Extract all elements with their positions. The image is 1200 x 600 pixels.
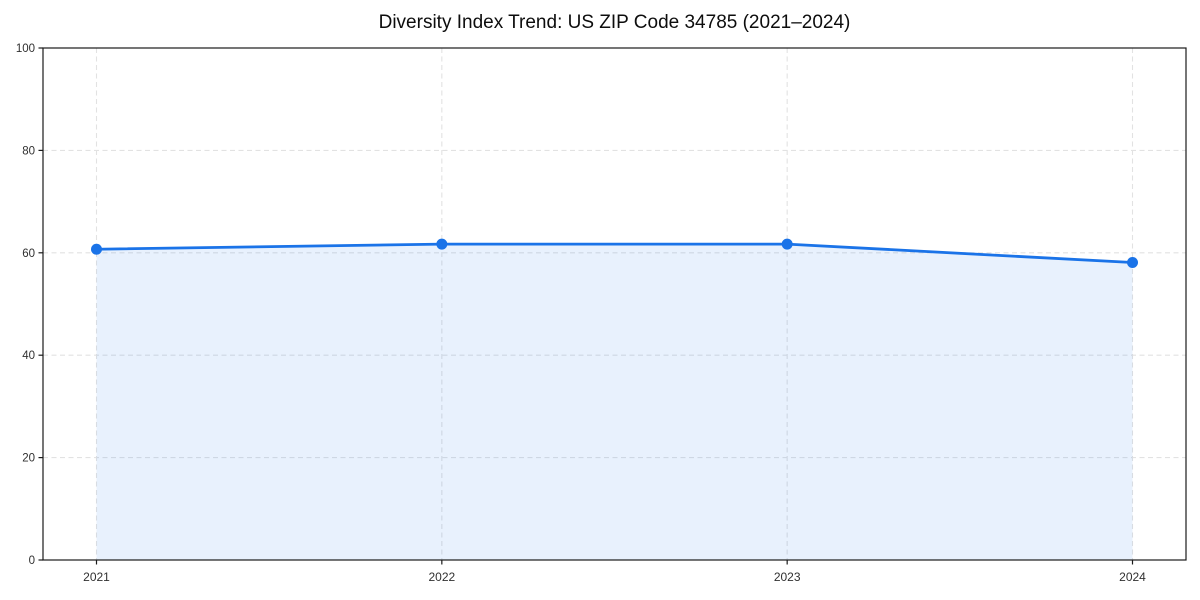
plot-area [43, 48, 1186, 560]
data-point-marker-2022 [436, 238, 448, 250]
trend-line [95, 242, 1134, 264]
x-axis-tick-label: 2023 [774, 570, 801, 584]
x-axis-tick-label: 2021 [83, 570, 110, 584]
plot-border [42, 47, 1187, 561]
y-axis-tick-label: 0 [29, 555, 35, 567]
x-axis-tick-label: 2024 [1119, 570, 1146, 584]
y-axis-tick-label: 60 [22, 248, 35, 260]
y-axis-tick-label: 80 [22, 145, 35, 157]
data-point-marker-2021 [91, 243, 102, 255]
y-axis-tick-label: 100 [16, 43, 35, 55]
data-point-marker-2023 [781, 238, 793, 250]
area-fill [96, 244, 1133, 560]
y-axis-tick-label: 20 [22, 453, 35, 465]
data-point-marker-2024 [1127, 257, 1138, 269]
x-axis-tick-label: 2022 [428, 570, 455, 584]
chart-title: Diversity Index Trend: US ZIP Code 34785… [378, 12, 851, 33]
y-axis-tick-label: 40 [22, 350, 35, 362]
